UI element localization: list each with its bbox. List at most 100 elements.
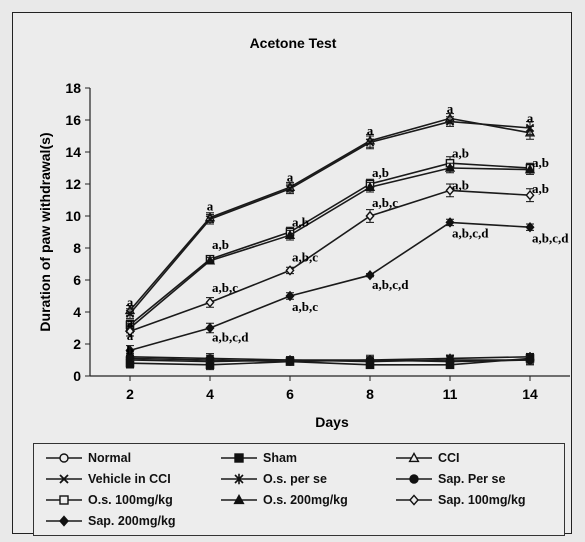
data-point — [408, 451, 420, 463]
annotation-label: a — [207, 198, 214, 213]
series-line — [129, 356, 530, 363]
data-point — [284, 229, 296, 239]
legend-swatch — [221, 453, 257, 463]
data-point — [525, 123, 535, 133]
legend-item: Normal — [44, 449, 131, 467]
legend-item: O.s. 200mg/kg — [219, 491, 348, 509]
annotation-label: a,b — [532, 181, 549, 196]
series-line — [129, 189, 531, 332]
data-point — [59, 453, 69, 463]
legend-item: Sap. 100mg/kg — [394, 491, 526, 509]
legend-label: Vehicle in CCI — [88, 472, 171, 486]
legend-item: CCI — [394, 449, 460, 467]
annotation-label: a,b — [292, 214, 309, 229]
series-line — [129, 221, 531, 352]
annotation-label: a — [287, 170, 294, 185]
annotation-layer: aaabaa,ba,b,ca,b,c,daa,ba,b,ca,b,caa,ba,… — [126, 101, 569, 358]
data-point — [445, 117, 455, 126]
series-vehicle-in-cci — [125, 116, 535, 319]
legend-label: O.s. 200mg/kg — [263, 493, 348, 507]
annotation-label: a,b — [532, 155, 549, 170]
data-point — [204, 255, 216, 265]
chart-title: Acetone Test — [250, 35, 337, 51]
legend-item: Sham — [219, 449, 297, 467]
y-tick-label: 16 — [65, 112, 81, 128]
legend-item: Vehicle in CCI — [44, 470, 171, 488]
data-point — [285, 265, 295, 276]
data-point — [285, 290, 295, 302]
y-tick-label: 6 — [73, 272, 81, 288]
series-layer — [124, 112, 536, 371]
data-point — [365, 357, 375, 366]
annotation-label: a — [127, 315, 134, 330]
x-tick-label: 4 — [206, 386, 214, 402]
y-tick-label: 18 — [65, 80, 81, 96]
annotation-label: a — [127, 294, 134, 309]
data-point — [445, 355, 455, 365]
legend-swatch — [46, 453, 82, 463]
annotation-label: a,b — [452, 146, 469, 161]
annotation-label: a,b — [212, 237, 229, 252]
legend: Normal Sham CCI Vehicle in CCI O.s. per se Sa… — [33, 443, 565, 536]
data-point — [125, 345, 135, 356]
legend-swatch — [46, 515, 82, 527]
y-tick-label: 12 — [65, 176, 81, 192]
data-point — [205, 354, 215, 363]
data-point — [365, 210, 375, 222]
annotation-label: a — [367, 123, 374, 138]
x-tick-label: 11 — [443, 386, 458, 402]
annotation-label: a,b,c,d — [372, 277, 409, 292]
legend-label: Sham — [263, 451, 298, 465]
annotation-label: a,b,c — [292, 299, 318, 314]
legend-label: Sap. 100mg/kg — [438, 493, 526, 507]
series-line — [129, 167, 531, 329]
data-point — [365, 138, 375, 147]
x-tick-label: 8 — [366, 386, 374, 402]
data-point — [125, 325, 135, 337]
data-point — [364, 181, 376, 191]
annotation-label: a — [447, 101, 454, 116]
data-point — [365, 269, 375, 281]
data-point — [285, 355, 295, 365]
data-point — [445, 185, 455, 196]
data-point — [285, 184, 295, 194]
annotation-label: a,b — [452, 178, 469, 193]
y-axis-label: Duration of paw withdrawal(s) — [37, 132, 53, 331]
legend-label: Sap. 200mg/kg — [88, 514, 176, 528]
legend-item: Sap. Per se — [394, 470, 505, 488]
annotation-label: a,b — [372, 165, 389, 180]
legend-item: O.s. per se — [219, 470, 327, 488]
data-point — [205, 297, 215, 308]
data-point — [409, 474, 419, 484]
annotation-label: a,b,c — [292, 250, 318, 265]
annotation-label: a,b,c,d — [452, 226, 489, 241]
data-point — [525, 189, 535, 201]
data-point — [444, 162, 456, 172]
series-line — [129, 162, 531, 326]
data-point — [59, 474, 69, 484]
series-sap-200mg-kg — [125, 217, 535, 356]
y-tick-label: 0 — [73, 368, 81, 384]
legend-label: O.s. per se — [263, 472, 327, 486]
series-line — [129, 357, 531, 366]
data-point — [525, 221, 535, 233]
legend-item: O.s. 100mg/kg — [44, 491, 173, 509]
x-tick-label: 6 — [286, 386, 294, 402]
data-point — [233, 493, 245, 505]
legend-swatch — [221, 473, 257, 485]
series-line — [129, 117, 531, 311]
legend-label: O.s. 100mg/kg — [88, 493, 173, 507]
x-tick-label: 2 — [126, 386, 134, 402]
data-point — [59, 495, 69, 505]
legend-swatch — [396, 494, 432, 506]
annotation-label: a,b,c — [372, 195, 398, 210]
legend-swatch — [221, 493, 257, 505]
legend-swatch — [46, 474, 82, 484]
data-point — [234, 473, 244, 485]
x-tick-label: 14 — [522, 386, 538, 402]
legend-swatch — [396, 451, 432, 463]
data-point — [525, 355, 535, 365]
data-point — [409, 494, 419, 506]
data-point — [59, 515, 69, 527]
